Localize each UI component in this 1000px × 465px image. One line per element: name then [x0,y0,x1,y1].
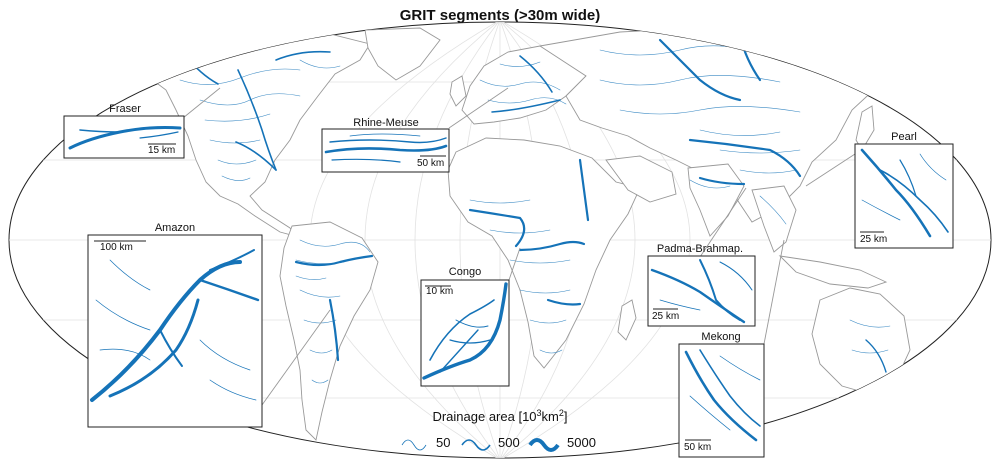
inset-padma-scale: 25 km [652,311,679,322]
map-title: GRIT segments (>30m wide) [400,7,600,24]
inset-mekong-scale: 50 km [684,442,711,453]
inset-amazon-scale: 100 km [100,242,133,253]
inset-padma-frame [647,255,756,327]
inset-fraser-scale: 15 km [148,145,175,156]
inset-fraser-frame [63,115,185,159]
indonesia [778,255,888,289]
indochina [751,185,797,253]
inset-padma-title: Padma-Brahmap. [657,243,743,255]
legend-swatch-5000 [528,438,560,452]
inset-connectors [182,87,856,406]
legend-title: Drainage area [103km2] [432,408,567,424]
legend-label-500: 500 [498,435,520,450]
japan [855,105,875,151]
inset-fraser: Fraser 15 km [63,103,185,159]
arabia [605,155,677,203]
inset-rhine: Rhine-Meuse 50 km [321,117,450,173]
inset-mekong-title: Mekong [701,331,740,343]
madagascar [617,299,637,341]
continents [135,27,955,441]
india [687,163,745,237]
inset-mekong: Mekong 50 km [678,331,765,458]
inset-amazon-title: Amazon [155,222,195,234]
legend-swatch-50 [401,439,427,451]
inset-rhine-title: Rhine-Meuse [353,117,418,129]
inset-pearl: Pearl 25 km [854,131,954,249]
legend: Drainage area [103km2] 50 500 5000 [401,408,596,452]
new-zealand [933,375,955,417]
inset-mekong-frame [678,343,765,458]
legend-label-5000: 5000 [567,435,596,450]
africa [447,137,641,369]
south-america [279,221,379,441]
inset-congo: Congo 10 km [420,266,510,387]
inset-fraser-title: Fraser [109,103,141,115]
inset-padma: Padma-Brahmap. 25 km [647,243,756,327]
legend-swatch-500 [461,439,491,451]
legend-label-50: 50 [436,435,450,450]
inset-rhine-scale: 50 km [417,158,444,169]
inset-congo-title: Congo [449,266,481,278]
britain [449,75,467,107]
inset-amazon: Amazon 100 km [87,222,263,428]
greenland [364,27,441,81]
inset-congo-scale: 10 km [426,286,453,297]
inset-pearl-scale: 25 km [860,234,887,245]
inset-pearl-title: Pearl [891,131,917,143]
